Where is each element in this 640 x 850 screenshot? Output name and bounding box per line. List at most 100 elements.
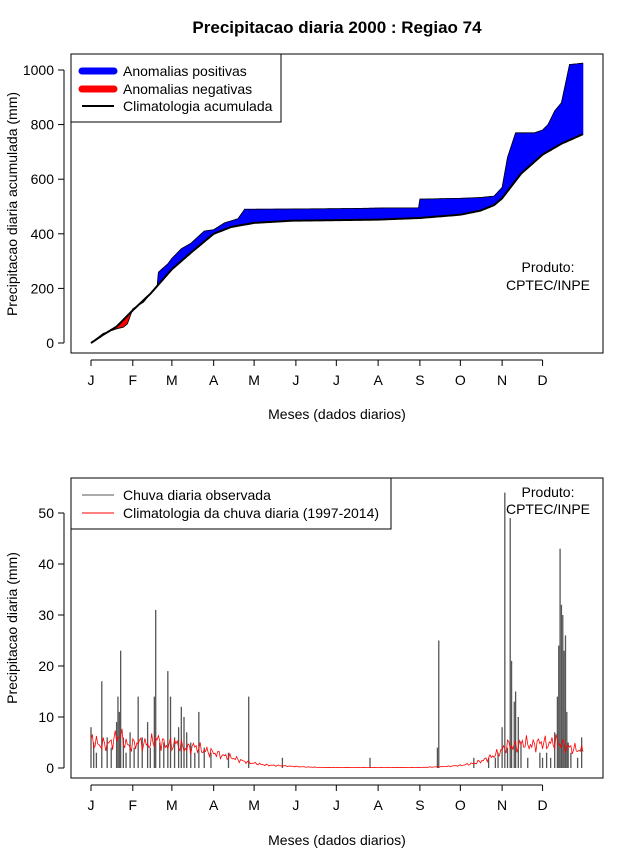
- observed-bar: [101, 681, 103, 768]
- observed-bar: [129, 732, 131, 768]
- daily-x-label: Meses (dados diarios): [268, 832, 406, 848]
- cumulative-x-label: Meses (dados diarios): [268, 406, 406, 422]
- x-tick-label: O: [455, 372, 466, 388]
- legend-negative-label: Anomalias negativas: [123, 81, 252, 97]
- observed-bar: [497, 752, 499, 768]
- x-tick-label: D: [537, 797, 547, 813]
- observed-bar: [570, 752, 572, 768]
- observed-bar: [153, 696, 155, 768]
- observed-bar: [141, 737, 143, 768]
- observed-daily-bars: [90, 492, 583, 768]
- daily-y-label: Precipitacao diaria (mm): [4, 552, 20, 704]
- x-tick-label: J: [292, 372, 299, 388]
- observed-bar: [159, 742, 161, 768]
- cumulative-plot-box: [70, 53, 604, 354]
- observed-bar: [90, 727, 92, 768]
- observed-bar: [517, 717, 519, 768]
- observed-bar: [513, 701, 515, 768]
- observed-bar: [180, 706, 182, 768]
- cumulative-legend: Anomalias positivas Anomalias negativas …: [70, 53, 282, 123]
- observed-bar: [203, 747, 205, 768]
- y-tick-label: 10: [38, 709, 54, 725]
- observed-bar: [541, 757, 544, 768]
- page-title: Precipitacao diaria 2000 : Regiao 74: [192, 18, 482, 37]
- legend-observed-label: Chuva diaria observada: [123, 487, 271, 503]
- daily-y-axis: 0 10 20 30 40 50: [38, 505, 65, 776]
- observed-bar: [210, 752, 212, 768]
- x-tick-label: O: [455, 797, 466, 813]
- observed-bar: [281, 757, 284, 768]
- climatology-daily-line: [90, 728, 584, 769]
- observed-bar: [115, 722, 118, 768]
- observed-bar: [514, 691, 517, 768]
- x-tick-label: N: [497, 372, 507, 388]
- x-tick-label: M: [166, 797, 178, 813]
- observed-bar: [436, 747, 439, 768]
- observed-bar: [93, 742, 95, 768]
- y-tick-label: 20: [38, 658, 54, 674]
- cumulative-product-source: CPTEC/INPE: [506, 277, 590, 293]
- daily-product-source: CPTEC/INPE: [506, 501, 590, 517]
- x-tick-label: S: [415, 797, 424, 813]
- x-tick-label: J: [292, 797, 299, 813]
- legend-climatology-label: Climatologia acumulada: [123, 98, 273, 114]
- cumulative-product-label: Produto:: [522, 259, 575, 275]
- observed-bar: [110, 747, 112, 768]
- observed-bar: [550, 757, 552, 768]
- observed-bar: [539, 752, 541, 768]
- x-tick-label: F: [129, 372, 138, 388]
- observed-bar: [576, 757, 579, 768]
- observed-bar: [510, 660, 513, 768]
- x-tick-label: J: [88, 372, 95, 388]
- observed-bar: [106, 737, 108, 768]
- observed-bar: [487, 757, 490, 768]
- observed-bar: [545, 752, 548, 768]
- x-tick-label: M: [248, 372, 260, 388]
- x-tick-label: J: [333, 372, 340, 388]
- x-tick-label: A: [373, 797, 383, 813]
- cumulative-y-axis: 0 200 400 600 800 1000: [23, 62, 65, 351]
- x-tick-label: F: [129, 797, 138, 813]
- observed-bar: [581, 737, 583, 768]
- daily-chart: 0 10 20 30 40 50 J F M A M J J A S O N D Meses (dados di…: [4, 477, 604, 848]
- observed-bar: [566, 711, 568, 768]
- x-tick-label: M: [248, 797, 260, 813]
- cumulative-chart: 0 200 400 600 800 1000 J F M A M J J A S O N D Meses (da…: [4, 53, 604, 422]
- observed-bar: [563, 650, 565, 768]
- observed-bar: [173, 737, 176, 768]
- observed-bar: [117, 696, 119, 768]
- observed-bar: [369, 757, 371, 768]
- y-tick-label: 400: [31, 226, 55, 242]
- x-tick-label: D: [537, 372, 547, 388]
- cumulative-y-label: Precipitacao diaria acumulada (mm): [4, 92, 20, 316]
- y-tick-label: 600: [31, 171, 55, 187]
- observed-bar: [560, 604, 563, 768]
- x-tick-label: A: [373, 372, 383, 388]
- observed-bar: [118, 711, 120, 768]
- x-tick-label: A: [209, 797, 219, 813]
- observed-bar: [183, 717, 185, 768]
- observed-bar: [501, 727, 503, 768]
- y-tick-label: 30: [38, 607, 54, 623]
- observed-bar: [527, 757, 529, 768]
- legend-climatology-daily-label: Climatologia da chuva diaria (1997-2014): [123, 505, 379, 521]
- observed-bar: [556, 696, 559, 768]
- observed-bar: [564, 635, 567, 768]
- observed-bar: [562, 615, 564, 768]
- climatology-cumulative-line: [90, 133, 584, 344]
- observed-bar: [137, 696, 139, 768]
- observed-bar: [559, 548, 561, 768]
- y-tick-label: 800: [31, 117, 55, 133]
- x-tick-label: N: [497, 797, 507, 813]
- observed-bar: [227, 752, 230, 768]
- daily-legend-box: [70, 477, 392, 530]
- x-tick-label: A: [209, 372, 219, 388]
- y-tick-label: 0: [46, 760, 54, 776]
- observed-bar: [95, 752, 98, 768]
- y-tick-label: 1000: [23, 62, 54, 78]
- observed-bar: [155, 609, 157, 768]
- observed-bar: [167, 671, 169, 768]
